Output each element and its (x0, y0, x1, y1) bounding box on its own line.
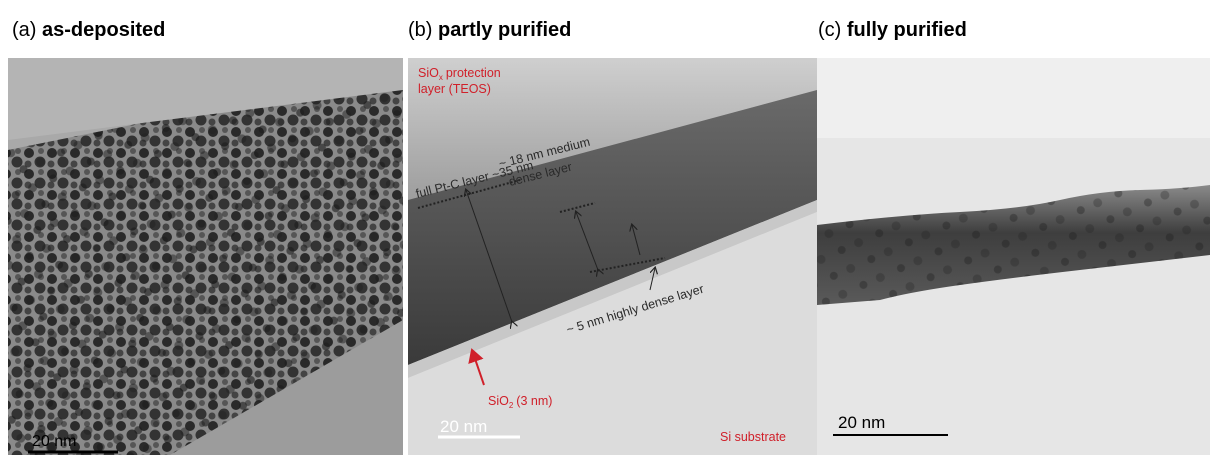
annotation: SiO2(3 nm) (488, 394, 552, 410)
text-part: SiO (418, 66, 439, 80)
text-part: protection (446, 66, 501, 80)
panel-name: fully purified (847, 19, 967, 41)
text-part: SiO (488, 394, 509, 408)
text-part: (3 nm) (516, 394, 552, 408)
text-part: x (439, 73, 443, 82)
micrograph-a: 20 nm (8, 58, 403, 455)
scale-bar-label: 20 nm (32, 433, 76, 450)
scale-bar-label: 20 nm (440, 417, 487, 436)
micrograph-c: 20 nm (817, 58, 1210, 455)
panel-title: (b) partly purified (408, 19, 571, 41)
annotation: Si substrate (720, 430, 786, 444)
text-part: 2 (509, 401, 514, 410)
panel-name: as-deposited (42, 19, 165, 41)
panel-label: (b) (408, 19, 432, 41)
panel-title: (a) as-deposited (12, 19, 165, 41)
panel-label: (a) (12, 19, 36, 41)
panel-name: partly purified (438, 19, 571, 41)
panel-title: (c) fully purified (818, 19, 967, 41)
scale-bar-label: 20 nm (838, 413, 885, 432)
annotation: layer (TEOS) (418, 82, 491, 96)
panel-label: (c) (818, 19, 841, 41)
figure: (a) as-deposited (b) partly purified (c)… (0, 0, 1210, 455)
